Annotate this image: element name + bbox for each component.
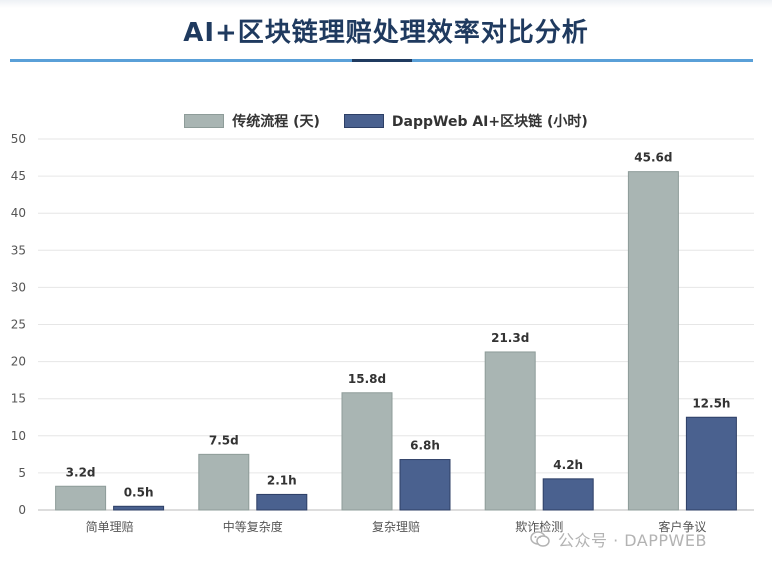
wechat-icon (530, 531, 550, 547)
bar-value-label: 21.3d (491, 331, 529, 345)
page-title: AI+区块链理赔处理效率对比分析 (183, 18, 589, 48)
bar-value-label: 4.2h (553, 458, 583, 472)
bar (542, 478, 594, 511)
chart-legend: 传统流程 (天) DappWeb AI+区块链 (小时) (0, 111, 772, 131)
bar (399, 459, 451, 511)
y-tick-label: 20 (11, 355, 26, 369)
legend-swatch-ai-blockchain (343, 114, 384, 128)
legend-label-traditional: 传统流程 (天) (232, 114, 320, 130)
watermark-label: 公众号 · DAPPWEB (558, 531, 707, 550)
legend-item-traditional[interactable]: 传统流程 (天) (184, 111, 320, 131)
watermark: 公众号 · DAPPWEB (530, 527, 707, 551)
bar-value-label: 12.5h (692, 396, 730, 410)
bar (256, 493, 308, 511)
bar (341, 392, 393, 511)
bar (685, 416, 737, 511)
y-tick-label: 50 (11, 132, 26, 146)
bar (627, 171, 679, 511)
y-tick-label: 45 (11, 169, 26, 183)
y-tick-label: 15 (11, 392, 26, 406)
bar-value-label: 6.8h (410, 439, 440, 453)
bar (198, 453, 250, 511)
x-tick-label: 客户争议 (658, 519, 706, 534)
bar-value-label: 7.5d (209, 433, 239, 447)
x-tick-label: 复杂理赔 (372, 519, 420, 534)
y-tick-label: 25 (11, 318, 26, 332)
y-tick-label: 10 (11, 429, 26, 443)
bar (55, 485, 107, 511)
bar-value-label: 0.5h (124, 485, 154, 499)
bar-value-label: 15.8d (348, 372, 386, 386)
x-tick-label: 简单理赔 (86, 519, 134, 534)
bar-value-label: 45.6d (634, 151, 672, 165)
y-tick-label: 40 (11, 206, 26, 220)
bar (484, 351, 536, 511)
legend-item-ai-blockchain[interactable]: DappWeb AI+区块链 (小时) (343, 111, 588, 131)
legend-swatch-traditional (184, 114, 225, 128)
y-tick-label: 30 (11, 280, 26, 294)
bar-value-label: 3.2d (66, 465, 96, 479)
y-tick-label: 5 (18, 466, 26, 480)
legend-label-ai-blockchain: DappWeb AI+区块链 (小时) (391, 114, 588, 130)
y-tick-label: 35 (11, 243, 26, 257)
bar-value-label: 2.1h (267, 473, 297, 487)
x-tick-label: 欺诈检测 (515, 519, 563, 534)
x-tick-label: 中等复杂度 (223, 519, 283, 534)
title-underline-accent (352, 59, 412, 62)
header-shade (0, 0, 772, 8)
y-tick-label: 0 (18, 503, 26, 517)
bar (113, 505, 165, 511)
